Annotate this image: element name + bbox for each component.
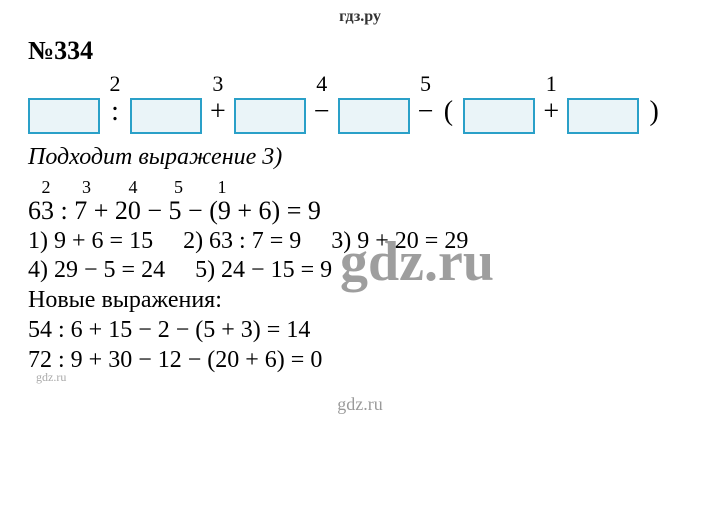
op-text: + [543, 96, 559, 134]
order-1: 1 [546, 72, 557, 96]
empty-box [28, 98, 100, 134]
full-expression: 63 : 7 + 20 − 5 − (9 + 6) = 9 [28, 196, 692, 226]
expression-template-row: 2 : 3 + 4 − 5 − ( [28, 72, 692, 134]
empty-box [234, 98, 306, 134]
order-5: 5 [420, 72, 431, 96]
order-label [163, 74, 169, 98]
empty-box [130, 98, 202, 134]
step-list-2: 4) 29 − 5 = 24 5) 24 − 15 = 9 [28, 257, 692, 284]
op-text: − [418, 96, 434, 134]
order-2: 2 [110, 72, 121, 96]
operator-plus-2: 1 + [543, 72, 559, 134]
operand-box-5 [463, 74, 535, 134]
new-expression-1: 54 : 6 + 15 − 2 − (5 + 3) = 14 [28, 317, 692, 344]
sup-3: 3 [69, 177, 105, 198]
new-expression-2: 72 : 9 + 30 − 12 − (20 + 6) = 0 [28, 347, 692, 374]
paren-open: ( [441, 96, 455, 134]
step-list-1: 1) 9 + 6 = 15 2) 63 : 7 = 9 3) 9 + 20 = … [28, 228, 692, 255]
order-label [600, 74, 606, 98]
order-label [371, 74, 377, 98]
task-number: №334 [28, 36, 692, 66]
operator-plus-1: 3 + [210, 72, 226, 134]
order-superscripts: 2 3 4 5 1 [28, 177, 692, 198]
order-label [267, 74, 273, 98]
empty-box [338, 98, 410, 134]
step-4: 4) 29 − 5 = 24 [28, 257, 165, 284]
empty-box [463, 98, 535, 134]
content-area: №334 gdz.ru 2 : 3 + 4 − [0, 36, 720, 415]
sup-4: 4 [109, 177, 157, 198]
watermark-footer: gdz.ru [28, 394, 692, 415]
operator-minus-1: 4 − [314, 72, 330, 134]
order-3: 3 [212, 72, 223, 96]
paren-close: ) [647, 96, 661, 134]
operand-box-4 [338, 74, 410, 134]
order-label [497, 74, 503, 98]
step-1: 1) 9 + 6 = 15 [28, 228, 153, 255]
op-text: : [108, 96, 122, 134]
sup-5: 5 [162, 177, 196, 198]
sup-1: 1 [200, 177, 244, 198]
operand-box-1 [28, 74, 100, 134]
operand-box-3 [234, 74, 306, 134]
empty-box [567, 98, 639, 134]
operand-box-6 [567, 74, 639, 134]
step-5: 5) 24 − 15 = 9 [195, 257, 332, 284]
operator-minus-2: 5 − [418, 72, 434, 134]
op-text: + [210, 96, 226, 134]
new-expressions-label: Новые выражения: [28, 287, 692, 314]
site-header: гдз.ру [0, 0, 720, 30]
step-3: 3) 9 + 20 = 29 [331, 228, 468, 255]
order-4: 4 [316, 72, 327, 96]
order-label [61, 74, 67, 98]
step-2: 2) 63 : 7 = 9 [183, 228, 301, 255]
op-text: − [314, 96, 330, 134]
operator-colon: 2 : [108, 72, 122, 134]
sup-2: 2 [28, 177, 64, 198]
fit-expression-text: Подходит выражение 3) [28, 144, 692, 171]
operand-box-2 [130, 74, 202, 134]
